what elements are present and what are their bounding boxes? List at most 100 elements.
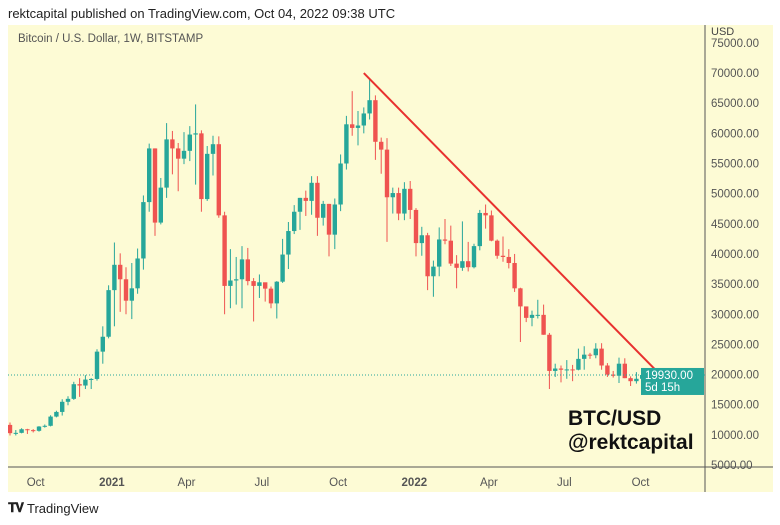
candle-body (535, 314, 540, 316)
candle-body (83, 379, 88, 386)
candle-body (170, 139, 175, 149)
candle-body (147, 148, 152, 203)
candle-body (558, 368, 564, 370)
candle-body (292, 211, 297, 232)
candle-body (413, 209, 419, 244)
candle-body (338, 163, 343, 205)
candle (564, 360, 569, 379)
candle-body (605, 365, 610, 375)
candle-body (123, 279, 129, 301)
candle (42, 424, 47, 428)
candle (379, 137, 384, 174)
candle-body (251, 281, 256, 286)
candle (622, 358, 627, 379)
candle (460, 221, 465, 271)
candle (60, 399, 65, 416)
candle (419, 226, 424, 256)
candle (222, 211, 227, 315)
candle (384, 138, 390, 242)
candle-body (297, 197, 303, 212)
x-tick-label: 2021 (99, 477, 125, 489)
candle (506, 249, 511, 269)
candle (396, 187, 401, 221)
candle-body (106, 290, 111, 337)
candle-body (315, 182, 320, 218)
candlestick-chart[interactable]: BTC/USD @rektcapital 75000.00 70000.00 650… (7, 25, 773, 492)
candle-body (489, 215, 494, 241)
candle-body (181, 150, 187, 159)
candle-body (36, 426, 42, 431)
candle (112, 242, 117, 327)
candle-body (268, 288, 274, 304)
candle-body (286, 231, 291, 255)
candle-body (593, 348, 598, 356)
trendline[interactable] (363, 72, 667, 381)
x-tick-label: Jul (255, 477, 270, 489)
candle (164, 123, 169, 198)
candle-body (483, 212, 488, 216)
x-tick-label: Apr (178, 477, 196, 489)
x-tick-label: Oct (632, 477, 651, 489)
candle-body (390, 193, 395, 198)
candle (13, 430, 18, 436)
candle-body (384, 149, 390, 198)
candle-body (228, 280, 233, 286)
footer-brand[interactable]: TradingView (27, 500, 99, 516)
candle-body (611, 374, 616, 376)
candle-body (77, 384, 82, 386)
y-tick-label: 20000.00 (711, 370, 759, 382)
candle (7, 422, 13, 436)
candle-body (25, 429, 30, 431)
candle (257, 274, 262, 298)
time-axis[interactable]: Oct 2021 Apr Jul Oct 2022 Apr Jul Oct (27, 477, 651, 489)
candle-body (541, 314, 546, 335)
candle-body (54, 411, 59, 417)
candle (576, 348, 581, 371)
candle-body (100, 336, 105, 352)
candle (344, 115, 349, 170)
candle (547, 332, 552, 390)
price-axis[interactable]: 75000.00 70000.00 65000.00 60000.00 55000.00… (711, 38, 759, 472)
candle-body (193, 133, 198, 135)
candle (442, 218, 448, 245)
candle-body (222, 215, 227, 286)
candle-body (42, 425, 47, 427)
candle (123, 267, 129, 315)
candle-body (367, 100, 372, 114)
candle-body (309, 182, 314, 201)
candle-body (60, 401, 65, 412)
candle (129, 262, 134, 320)
chart-area[interactable]: BTC/USD @rektcapital 75000.00 70000.00 650… (7, 25, 773, 492)
candle-body (512, 262, 517, 289)
symbol-title: Bitcoin / U.S. Dollar, 1W, BITSTAMP (18, 33, 204, 45)
candle (605, 363, 610, 377)
candle (251, 278, 256, 322)
candle (216, 136, 221, 218)
candle (570, 364, 575, 382)
candle (303, 190, 308, 216)
y-tick-label: 10000.00 (711, 430, 759, 442)
candle (106, 285, 111, 339)
candle (176, 142, 181, 192)
candle-body (344, 124, 349, 164)
candle-body (495, 240, 500, 256)
candle-body (448, 240, 453, 264)
candle-body (634, 378, 639, 382)
candle (315, 176, 320, 236)
candle (524, 306, 529, 323)
candle-body (210, 144, 216, 154)
candle (25, 428, 30, 434)
candle-body (321, 203, 326, 218)
candle (477, 209, 482, 251)
y-tick-label: 50000.00 (711, 189, 759, 201)
candle-body (13, 432, 18, 434)
y-tick-label: 15000.00 (711, 400, 759, 412)
candle (36, 426, 42, 432)
candle (118, 253, 123, 312)
candle (541, 304, 546, 335)
candle (582, 346, 587, 370)
candle (355, 111, 361, 146)
candle-body (437, 239, 442, 267)
candle-body (582, 354, 587, 359)
candle-body (361, 113, 366, 126)
